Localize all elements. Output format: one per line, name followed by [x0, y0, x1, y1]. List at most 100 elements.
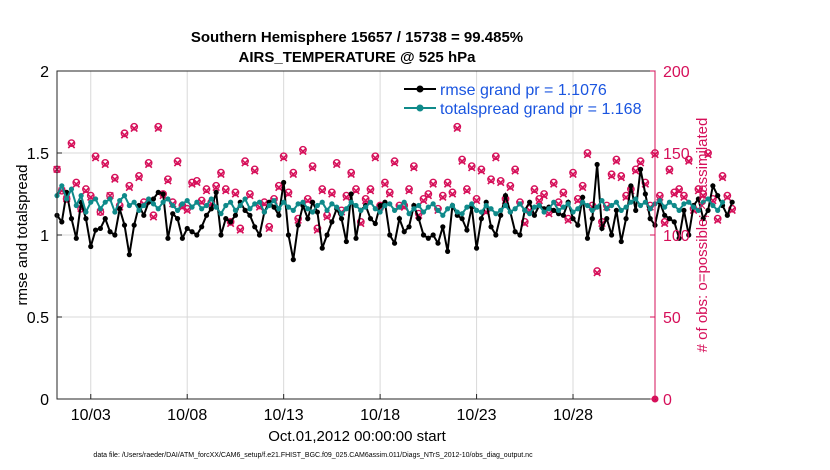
totalspread-point — [416, 202, 422, 209]
rmse-point — [705, 207, 711, 213]
obs-assimilated-point — [328, 190, 336, 198]
obs-assimilated-point — [559, 190, 568, 198]
obs-possible-point — [559, 188, 568, 197]
obs-assimilated-point — [713, 216, 722, 225]
obs-assimilated-point — [332, 160, 341, 169]
obs-assimilated-point — [492, 154, 500, 162]
obs-assimilated-point — [202, 186, 211, 195]
rmse-point — [642, 191, 648, 197]
rmse-point — [584, 235, 591, 241]
totalspread-point — [382, 202, 388, 209]
totalspread-point — [223, 202, 229, 209]
y-right-tick-label: 0 — [663, 392, 672, 409]
obs-possible-point — [467, 162, 476, 171]
totalspread-point — [464, 204, 470, 210]
obs-possible-point — [506, 181, 515, 190]
rmse-point — [666, 216, 673, 222]
totalspread-point — [527, 211, 533, 217]
obs-possible-point — [569, 168, 577, 177]
obs-possible-point — [458, 155, 466, 164]
totalspread-point — [391, 207, 398, 213]
obs-assimilated-point — [390, 159, 399, 167]
totalspread-point — [719, 199, 726, 205]
y-right-tick-label: 150 — [663, 146, 690, 163]
obs-possible-point — [675, 185, 684, 193]
obs-assimilated-point — [130, 124, 138, 133]
obs-assimilated-point — [82, 186, 90, 195]
rmse-point — [88, 243, 94, 250]
totalspread-point — [131, 199, 137, 205]
obs-assimilated-point — [120, 131, 129, 139]
rmse-point — [406, 224, 412, 230]
obs-possible-point — [583, 149, 592, 157]
totalspread-point — [78, 193, 84, 199]
totalspread-point — [565, 201, 571, 207]
totalspread-point — [300, 199, 306, 205]
rmse-point — [73, 235, 79, 241]
obs-possible-point — [308, 162, 317, 171]
totalspread-point — [160, 199, 166, 205]
totalspread-point — [213, 204, 219, 210]
totalspread-point — [174, 207, 181, 213]
rmse-point — [112, 232, 118, 238]
obs-assimilated-point — [352, 186, 360, 195]
obs-possible-point — [289, 168, 298, 177]
totalspread-point — [141, 202, 147, 209]
obs-possible-point — [217, 168, 225, 177]
rmse-point — [580, 194, 586, 200]
obs-assimilated-point — [347, 170, 355, 179]
obs-assimilated-point — [381, 180, 389, 188]
totalspread-point — [642, 199, 648, 205]
rmse-point — [459, 216, 465, 222]
totalspread-point — [623, 204, 629, 210]
obs-possible-point — [684, 155, 693, 164]
data-file-footnote: data file: /Users/raeder/DAI/ATM_forcXX/… — [93, 452, 533, 459]
rmse-point — [295, 222, 301, 228]
obs-possible-point — [535, 195, 544, 203]
obs-assimilated-point — [472, 196, 481, 205]
rmse-point — [498, 212, 504, 218]
totalspread-point — [126, 202, 132, 209]
obs-assimilated-point — [424, 191, 433, 200]
rmse-point — [715, 193, 721, 199]
legend: rmse grand pr = 1.1076 totalspread grand… — [404, 82, 642, 118]
totalspread-point — [102, 199, 108, 205]
totalspread-point — [613, 199, 620, 205]
rmse-point — [281, 179, 287, 186]
totalspread-point — [686, 199, 692, 205]
rmse-point — [324, 232, 330, 238]
rmse-point — [724, 212, 730, 218]
rmse-point — [391, 240, 398, 246]
obs-possible-point — [487, 175, 495, 184]
totalspread-point — [358, 207, 364, 213]
rmse-point — [647, 216, 653, 222]
totalspread-point — [290, 207, 296, 213]
rmse-point — [121, 222, 128, 228]
rmse-point — [203, 212, 210, 218]
totalspread-point — [420, 209, 427, 215]
totalspread-point — [319, 199, 325, 205]
totalspread-point — [647, 206, 653, 212]
totalspread-point — [541, 209, 547, 215]
rmse-point — [594, 161, 600, 168]
obs-assimilated-point — [173, 159, 182, 167]
rmse-point — [695, 196, 702, 202]
obs-possible-point — [385, 188, 394, 197]
obs-possible-point — [723, 191, 732, 200]
obs-assimilated-point — [458, 157, 466, 165]
rmse-point — [527, 199, 533, 205]
rmse-point — [551, 207, 557, 213]
obs-possible-point — [110, 173, 119, 182]
obs-possible-point — [164, 175, 172, 184]
obs-assimilated-point — [193, 178, 201, 187]
totalspread-point — [203, 202, 210, 209]
totalspread-point — [628, 199, 634, 205]
totalspread-point — [512, 206, 518, 212]
chart-title-line1: Southern Hemisphere 15657 / 15738 = 99.4… — [191, 29, 523, 46]
obs-assimilated-point — [164, 177, 172, 185]
rmse-point — [425, 235, 431, 241]
obs-assimilated-point — [718, 173, 727, 182]
obs-possible-point — [265, 222, 274, 231]
obs-assimilated-point — [463, 186, 471, 195]
rmse-point — [194, 232, 200, 238]
